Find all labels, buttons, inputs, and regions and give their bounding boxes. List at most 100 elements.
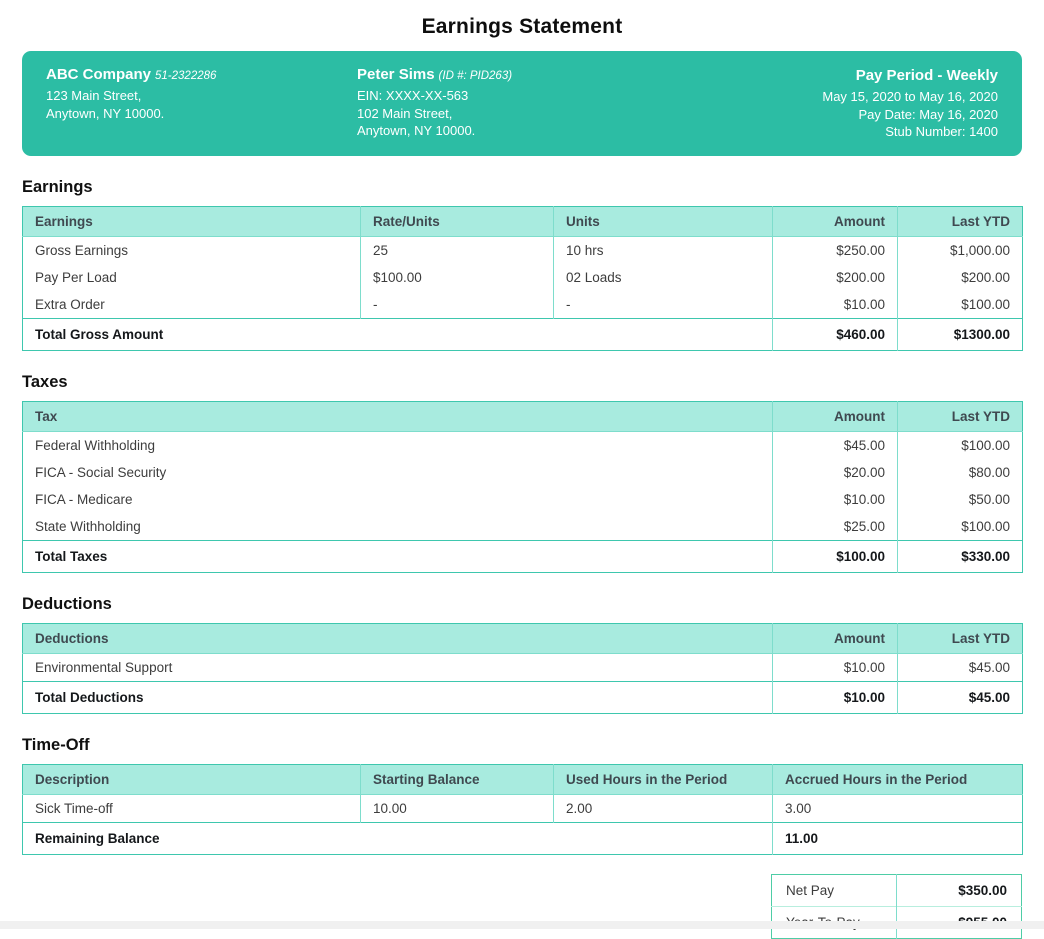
taxes-total-row: Total Taxes $100.00 $330.00 (22, 539, 1023, 572)
deductions-header-row: Deductions Amount Last YTD (22, 623, 1023, 654)
total-value: 11.00 (772, 821, 1023, 854)
total-last-ytd: $45.00 (897, 680, 1023, 713)
table-cell: FICA - Medicare (35, 491, 133, 507)
table-cell: - (553, 290, 773, 318)
taxes-table: Tax Amount Last YTD Federal Withholding … (22, 400, 1023, 573)
table-cell: 25 (360, 236, 554, 264)
table-cell: FICA - Social Security (35, 464, 167, 480)
taxes-header-row: Tax Amount Last YTD (22, 401, 1023, 432)
total-amount: $100.00 (772, 539, 898, 572)
statement-header-band: ABC Company 51-2322286 123 Main Street, A… (22, 51, 1022, 156)
table-cell: $100.00 (897, 290, 1023, 318)
earnings-header-row: Earnings Rate/Units Units Amount Last YT… (22, 206, 1023, 237)
column-header: Amount (772, 206, 898, 237)
column-header: Description (22, 764, 361, 795)
table-row: State Withholding $25.00 $100.00 (23, 512, 1023, 540)
column-header: Units (553, 206, 773, 237)
page-bottom-strip (0, 921, 1044, 929)
company-name: ABC Company (46, 66, 152, 83)
column-header: Tax (22, 401, 773, 432)
table-cell: Environmental Support (35, 659, 173, 675)
table-row: Pay Per Load $100.00 02 Loads $200.00 $2… (23, 263, 1023, 291)
table-cell: 10 hrs (553, 236, 773, 264)
employee-ein: EIN: XXXX-XX-563 (357, 88, 469, 103)
employee-id: (ID #: PID263) (438, 70, 513, 82)
pay-period-range: May 15, 2020 to May 16, 2020 (822, 89, 998, 104)
pay-date: Pay Date: May 16, 2020 (858, 106, 998, 122)
page-title: Earnings Statement (421, 15, 623, 38)
table-cell: 2.00 (553, 794, 773, 822)
summary-value: $350.00 (896, 874, 1022, 906)
column-header: Last YTD (897, 206, 1023, 237)
pay-period-title: Pay Period - Weekly (855, 67, 998, 84)
table-row: Federal Withholding $45.00 $100.00 (23, 431, 1023, 459)
table-cell: $10.00 (772, 653, 898, 681)
time-off-table: Description Starting Balance Used Hours … (22, 763, 1023, 855)
total-last-ytd: $1300.00 (897, 317, 1023, 350)
employee-name-line: Peter Sims (ID #: PID263) (357, 66, 822, 83)
employee-name: Peter Sims (357, 66, 435, 83)
table-row: FICA - Social Security $20.00 $80.00 (23, 458, 1023, 486)
deductions-table: Deductions Amount Last YTD Environmental… (22, 622, 1023, 714)
column-header: Starting Balance (360, 764, 554, 795)
table-cell: - (360, 290, 554, 318)
column-header: Accrued Hours in the Period (772, 764, 1023, 795)
table-cell: 10.00 (360, 794, 554, 822)
earnings-table: Earnings Rate/Units Units Amount Last YT… (22, 205, 1023, 351)
company-tax-id: 51-2322286 (155, 70, 217, 82)
total-label: Total Gross Amount (22, 317, 773, 350)
column-header: Earnings (22, 206, 361, 237)
section-title-taxes: Taxes (22, 372, 68, 391)
table-cell: Extra Order (35, 296, 105, 312)
table-cell: Gross Earnings (35, 242, 129, 258)
table-cell: $80.00 (897, 458, 1023, 486)
column-header: Last YTD (897, 401, 1023, 432)
time-off-header-row: Description Starting Balance Used Hours … (22, 764, 1023, 795)
section-title-earnings: Earnings (22, 177, 93, 196)
earnings-statement-document: Earnings Statement ABC Company 51-2322286… (0, 15, 1044, 939)
section-title-deductions: Deductions (22, 594, 112, 613)
table-cell: $200.00 (772, 263, 898, 291)
table-cell: $250.00 (772, 236, 898, 264)
column-header: Amount (772, 401, 898, 432)
column-header: Used Hours in the Period (553, 764, 773, 795)
table-cell: $10.00 (772, 290, 898, 318)
time-off-total-row: Remaining Balance 11.00 (22, 821, 1023, 854)
table-cell: $10.00 (772, 485, 898, 513)
table-row: Extra Order - - $10.00 $100.00 (23, 290, 1023, 318)
table-row: Sick Time-off 10.00 2.00 3.00 (23, 794, 1023, 822)
company-address-2: Anytown, NY 10000. (46, 105, 165, 121)
section-title-time-off: Time-Off (22, 735, 90, 754)
total-last-ytd: $330.00 (897, 539, 1023, 572)
table-cell: $1,000.00 (897, 236, 1023, 264)
company-info: ABC Company 51-2322286 123 Main Street, A… (46, 66, 357, 122)
table-cell: $100.00 (897, 512, 1023, 540)
net-pay-row: Net Pay $350.00 (772, 874, 1022, 906)
company-name-line: ABC Company 51-2322286 (46, 66, 357, 83)
table-row: FICA - Medicare $10.00 $50.00 (23, 485, 1023, 513)
table-cell: 3.00 (772, 794, 1023, 822)
table-cell: $25.00 (772, 512, 898, 540)
earnings-total-row: Total Gross Amount $460.00 $1300.00 (22, 317, 1023, 350)
total-amount: $10.00 (772, 680, 898, 713)
table-cell: $200.00 (897, 263, 1023, 291)
employee-info: Peter Sims (ID #: PID263) EIN: XXXX-XX-56… (357, 66, 822, 140)
employee-address-1: 102 Main Street, (357, 105, 453, 121)
table-row: Gross Earnings 25 10 hrs $250.00 $1,000.… (23, 236, 1023, 264)
table-cell: $100.00 (897, 431, 1023, 459)
table-cell: $45.00 (772, 431, 898, 459)
table-cell: Federal Withholding (35, 437, 156, 453)
deductions-total-row: Total Deductions $10.00 $45.00 (22, 680, 1023, 713)
table-cell: State Withholding (35, 518, 141, 534)
total-label: Total Deductions (22, 680, 773, 713)
table-cell: $45.00 (897, 653, 1023, 681)
table-cell: Sick Time-off (35, 800, 113, 816)
column-header: Rate/Units (360, 206, 554, 237)
table-cell: $100.00 (360, 263, 554, 291)
table-cell: Pay Per Load (35, 269, 117, 285)
table-cell: $20.00 (772, 458, 898, 486)
table-cell: 02 Loads (553, 263, 773, 291)
table-row: Environmental Support $10.00 $45.00 (23, 653, 1023, 681)
column-header: Deductions (22, 623, 773, 654)
total-label: Total Taxes (22, 539, 773, 572)
